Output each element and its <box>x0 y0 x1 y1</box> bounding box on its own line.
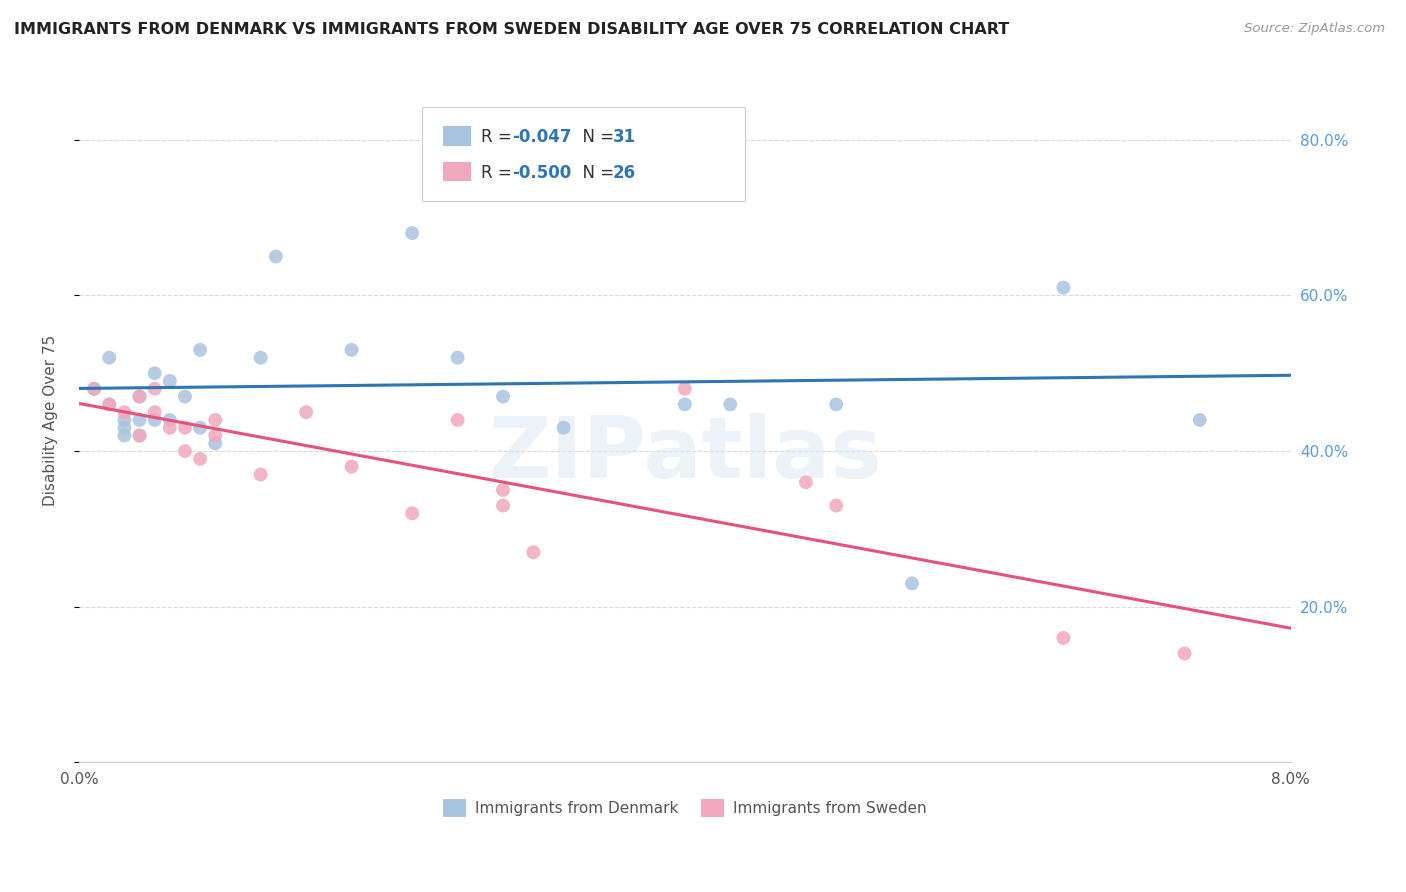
Text: -0.047: -0.047 <box>512 128 571 146</box>
Point <box>446 413 468 427</box>
Point <box>643 156 665 170</box>
Point <box>174 421 197 435</box>
Point <box>128 390 150 404</box>
Point <box>446 351 468 365</box>
Point <box>159 374 181 388</box>
Legend: Immigrants from Denmark, Immigrants from Sweden: Immigrants from Denmark, Immigrants from… <box>437 792 934 823</box>
Point <box>673 397 696 411</box>
Point <box>128 428 150 442</box>
Point <box>295 405 318 419</box>
Text: N =: N = <box>572 128 620 146</box>
Point <box>1052 280 1074 294</box>
Text: R =: R = <box>481 128 517 146</box>
Point <box>794 475 817 490</box>
Point <box>204 428 226 442</box>
Point <box>492 390 515 404</box>
Point <box>522 545 544 559</box>
Point <box>718 397 741 411</box>
Point <box>143 366 166 380</box>
Point <box>174 444 197 458</box>
Point <box>492 499 515 513</box>
Y-axis label: Disability Age Over 75: Disability Age Over 75 <box>44 334 58 506</box>
Point <box>112 421 135 435</box>
Point <box>83 382 105 396</box>
Point <box>401 506 423 520</box>
Point <box>340 343 363 357</box>
Point <box>143 405 166 419</box>
Point <box>83 382 105 396</box>
Point <box>1052 631 1074 645</box>
Point <box>249 351 271 365</box>
Text: 26: 26 <box>613 163 636 181</box>
Point <box>98 397 121 411</box>
Point <box>188 343 211 357</box>
Point <box>188 421 211 435</box>
Point <box>112 428 135 442</box>
Text: R =: R = <box>481 163 517 181</box>
Point <box>401 226 423 240</box>
Point <box>174 390 197 404</box>
Point <box>249 467 271 482</box>
Point <box>553 421 575 435</box>
Point <box>492 483 515 497</box>
Text: -0.500: -0.500 <box>512 163 571 181</box>
Text: N =: N = <box>572 163 620 181</box>
Point <box>901 576 924 591</box>
Point <box>340 459 363 474</box>
Point <box>204 436 226 450</box>
Point <box>159 421 181 435</box>
Point <box>98 397 121 411</box>
Point <box>264 250 287 264</box>
Point <box>112 405 135 419</box>
Point <box>98 351 121 365</box>
Point <box>825 499 848 513</box>
Text: IMMIGRANTS FROM DENMARK VS IMMIGRANTS FROM SWEDEN DISABILITY AGE OVER 75 CORRELA: IMMIGRANTS FROM DENMARK VS IMMIGRANTS FR… <box>14 22 1010 37</box>
Text: 31: 31 <box>613 128 636 146</box>
Point <box>143 382 166 396</box>
Point <box>188 451 211 466</box>
Point <box>673 382 696 396</box>
Point <box>1174 647 1197 661</box>
Point <box>1188 413 1211 427</box>
Text: ZIPatlas: ZIPatlas <box>488 413 882 496</box>
Point <box>128 428 150 442</box>
Point <box>128 413 150 427</box>
Text: Source: ZipAtlas.com: Source: ZipAtlas.com <box>1244 22 1385 36</box>
Point <box>128 390 150 404</box>
Point <box>204 413 226 427</box>
Point <box>112 413 135 427</box>
Point <box>159 413 181 427</box>
Point <box>825 397 848 411</box>
Point <box>143 413 166 427</box>
